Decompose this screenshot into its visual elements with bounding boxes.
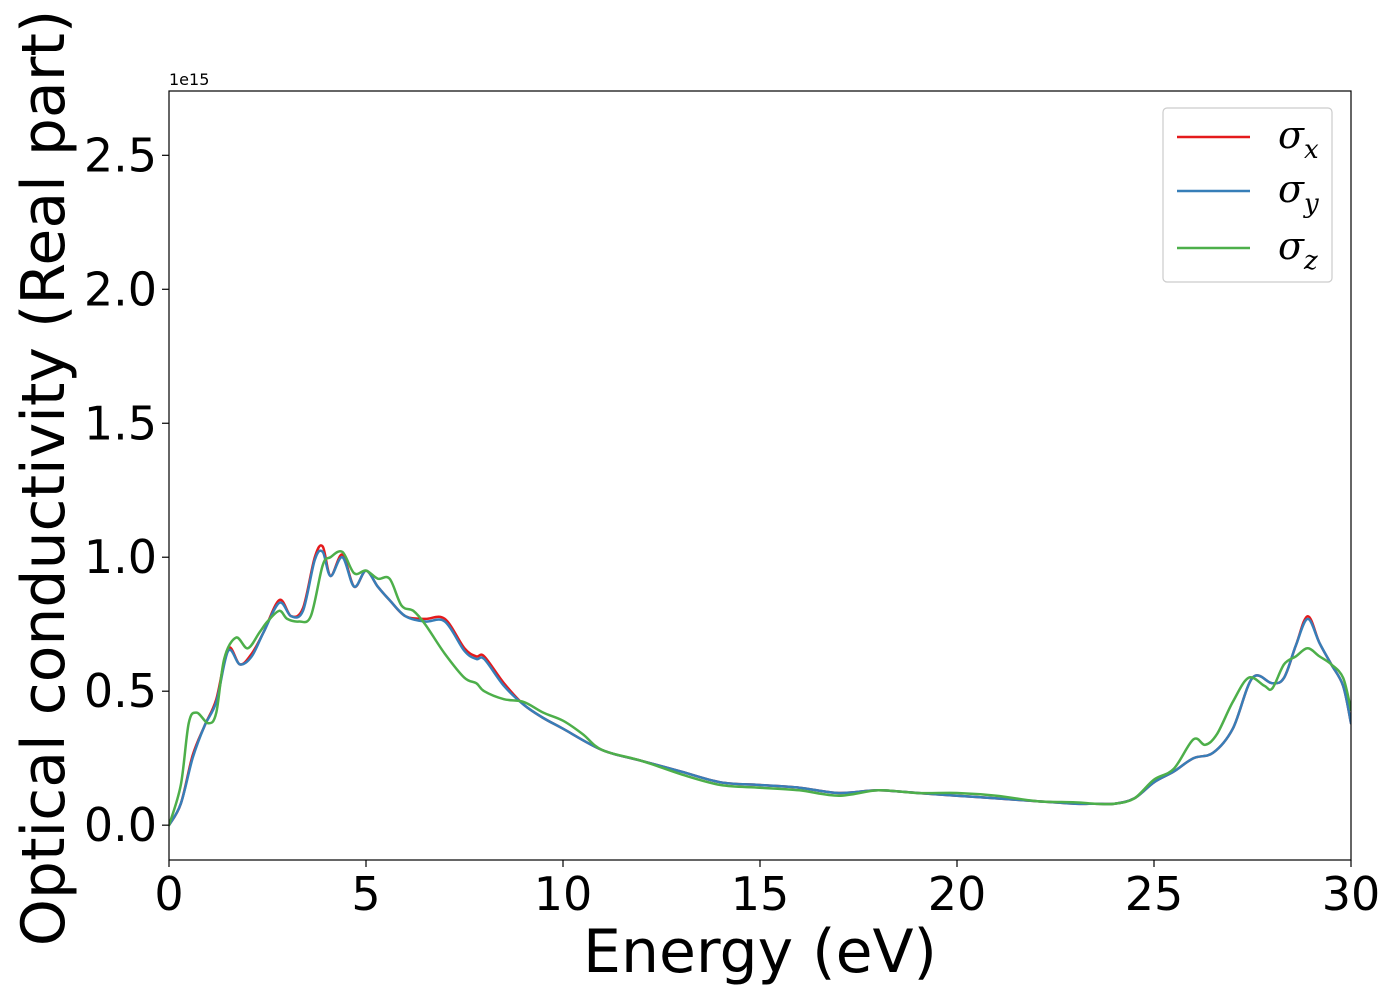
y-tick-label: 1.0 <box>84 530 157 584</box>
x-tick-label: 15 <box>731 867 790 921</box>
x-tick-label: 10 <box>534 867 593 921</box>
legend-label-y: σy <box>1278 167 1319 219</box>
x-tick-label: 0 <box>154 867 183 921</box>
x-axis: 0 5 10 15 20 25 30 <box>154 860 1380 921</box>
series-line-z <box>169 550 1351 827</box>
legend-frame <box>1162 107 1333 283</box>
x-tick-label: 30 <box>1322 867 1381 921</box>
legend-label-x: σx <box>1278 113 1319 165</box>
y-tick-label: 0.0 <box>84 798 157 852</box>
y-tick-label: 1.5 <box>84 396 157 450</box>
x-axis-title: Energy (eV) <box>583 917 937 987</box>
x-tick-label: 20 <box>928 867 987 921</box>
x-tick-label: 25 <box>1125 867 1184 921</box>
y-offset-label: 1e15 <box>169 70 209 89</box>
series-line-y <box>169 549 1351 827</box>
legend-label-z: σz <box>1278 224 1318 276</box>
y-tick-label: 2.0 <box>84 262 157 316</box>
y-tick-label: 2.5 <box>84 128 157 182</box>
x-tick-label: 5 <box>351 867 380 921</box>
y-tick-label: 0.5 <box>84 664 157 718</box>
plot-area <box>169 544 1351 827</box>
y-axis: 0.0 0.5 1.0 1.5 2.0 2.5 <box>84 128 169 852</box>
y-axis-title: Optical conductivity (Real part) <box>9 10 79 947</box>
